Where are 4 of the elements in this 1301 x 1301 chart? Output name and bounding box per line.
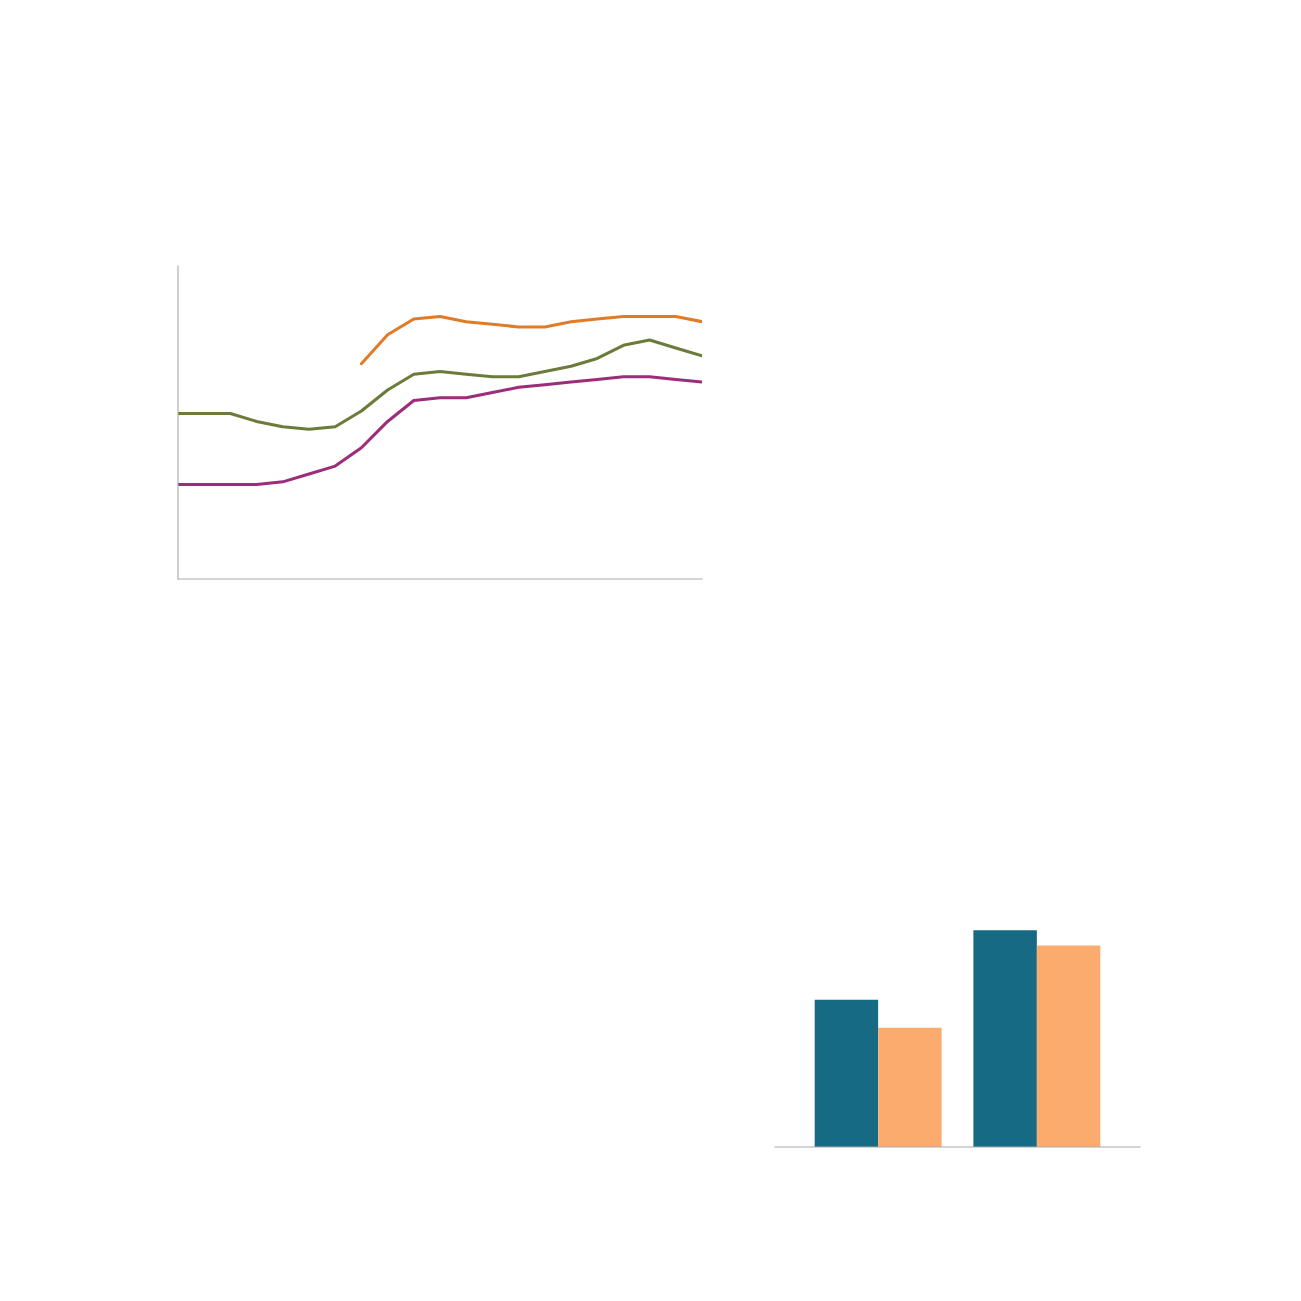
bar [878, 1027, 942, 1147]
bar [1036, 945, 1101, 1147]
bar [973, 930, 1037, 1147]
bar [814, 999, 879, 1147]
